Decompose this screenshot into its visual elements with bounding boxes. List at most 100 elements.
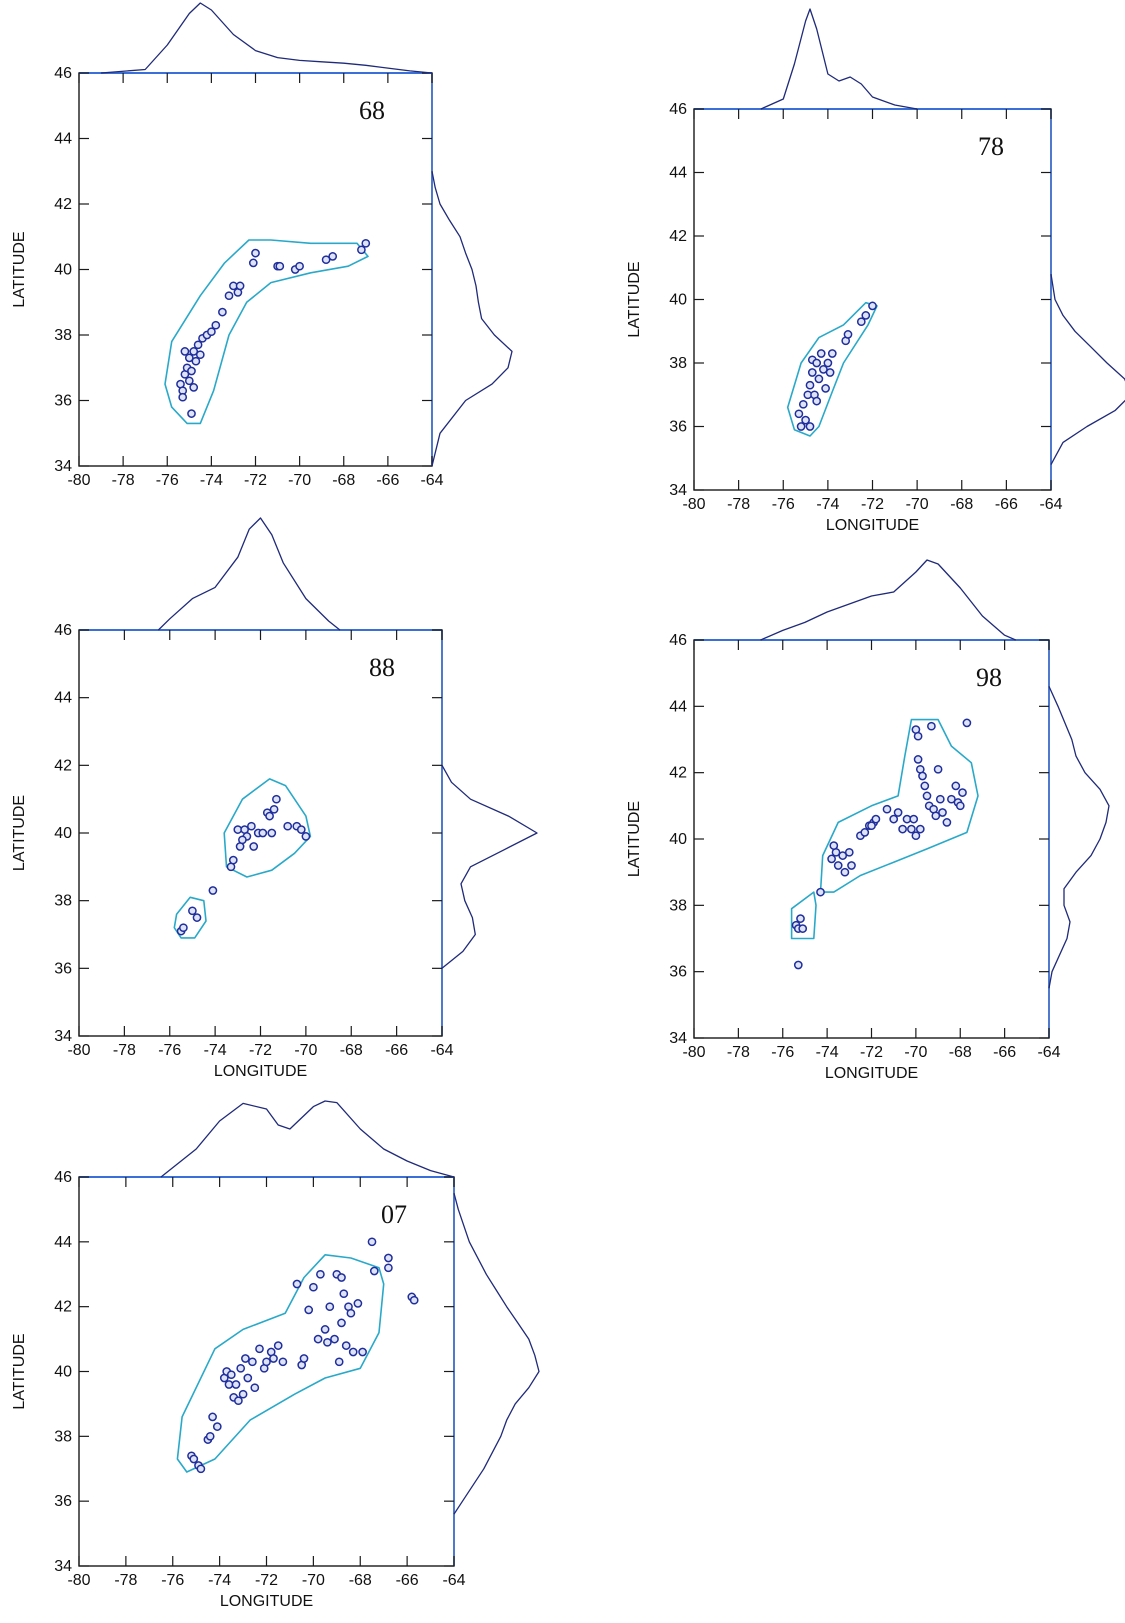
data-point xyxy=(258,828,268,838)
y-tick-label: 36 xyxy=(54,1493,72,1510)
data-point xyxy=(823,358,833,368)
marginal-density-latitude xyxy=(431,171,513,467)
data-point xyxy=(248,1357,257,1367)
data-point xyxy=(861,311,871,320)
data-point xyxy=(933,764,943,774)
plot-frame xyxy=(78,72,433,467)
data-point xyxy=(330,1334,339,1344)
panel-label: 07 xyxy=(381,1200,407,1229)
data-point xyxy=(958,788,967,797)
x-tick-label: -68 xyxy=(349,1572,372,1589)
y-tick-label: 44 xyxy=(669,698,687,715)
y-tick-label: 44 xyxy=(54,690,72,707)
y-tick-label: 42 xyxy=(54,1299,72,1316)
x-axis-title: LONGITUDE xyxy=(220,1593,313,1610)
x-tick-label: -74 xyxy=(816,1044,839,1061)
x-tick-label: -78 xyxy=(727,496,750,513)
data-point xyxy=(898,824,907,834)
x-tick-label: -66 xyxy=(385,1042,408,1059)
y-tick-label: 46 xyxy=(669,632,687,649)
data-point xyxy=(913,731,923,741)
data-point xyxy=(827,349,837,358)
data-point xyxy=(189,347,199,356)
data-point xyxy=(234,1396,243,1406)
data-point xyxy=(409,1295,419,1305)
y-tick-label: 40 xyxy=(54,1364,72,1381)
data-point xyxy=(191,356,201,366)
data-point xyxy=(224,1380,234,1389)
data-point xyxy=(218,307,227,317)
data-point xyxy=(807,368,817,377)
data-point xyxy=(816,887,825,897)
x-axis-title: LONGITUDE xyxy=(826,517,919,534)
data-point xyxy=(871,814,881,824)
x-tick-label: -74 xyxy=(208,1572,231,1589)
panel-label: 68 xyxy=(359,96,385,125)
data-point xyxy=(927,721,936,731)
data-point xyxy=(193,340,203,350)
data-point xyxy=(907,824,916,834)
chart-panel-07: -80 -78 -76 -74 -72 -70 -68 -66 -64 34 36 38 40 42 44 4… xyxy=(11,1100,540,1610)
x-tick-label: -72 xyxy=(244,472,267,489)
y-tick-label: 38 xyxy=(54,1428,72,1445)
x-tick-label: -68 xyxy=(950,496,973,513)
data-point xyxy=(357,245,366,255)
data-point xyxy=(805,380,815,390)
data-point xyxy=(296,825,306,834)
data-point xyxy=(269,1354,278,1363)
data-point xyxy=(334,1357,344,1367)
y-axis-title: LATITUDE xyxy=(11,1333,28,1409)
data-point xyxy=(262,1357,271,1367)
data-point xyxy=(798,924,808,933)
data-point xyxy=(178,392,188,402)
x-tick-label: -74 xyxy=(200,472,223,489)
data-point xyxy=(275,261,285,271)
data-point xyxy=(292,1279,302,1289)
density-contour xyxy=(173,896,207,939)
data-point xyxy=(353,1299,363,1308)
data-point xyxy=(915,824,925,834)
data-point xyxy=(794,409,804,419)
density-contour xyxy=(164,239,369,425)
panel-label: 78 xyxy=(978,132,1004,161)
data-point xyxy=(269,804,279,814)
data-point xyxy=(962,718,972,728)
data-point xyxy=(798,399,808,409)
data-point xyxy=(911,831,921,841)
y-tick-label: 42 xyxy=(669,765,687,782)
data-point xyxy=(243,1373,253,1383)
data-point xyxy=(825,368,835,377)
data-point xyxy=(235,281,245,291)
data-point xyxy=(321,255,331,265)
x-tick-label: -78 xyxy=(113,1042,136,1059)
x-tick-label: -76 xyxy=(156,472,179,489)
x-tick-label: -70 xyxy=(904,1044,927,1061)
y-tick-label: 36 xyxy=(54,960,72,977)
x-tick-label: -80 xyxy=(67,472,90,489)
data-point xyxy=(212,1422,222,1431)
data-point xyxy=(184,376,194,386)
y-tick-label: 34 xyxy=(669,482,687,499)
data-point xyxy=(942,818,952,827)
marginal-density-latitude xyxy=(1050,273,1125,465)
data-point xyxy=(922,791,932,801)
x-tick-label: -78 xyxy=(114,1572,137,1589)
density-contour xyxy=(176,1254,385,1473)
data-point xyxy=(812,396,822,406)
y-tick-label: 44 xyxy=(669,165,687,182)
data-point xyxy=(918,771,927,781)
data-point xyxy=(856,317,866,327)
data-point xyxy=(272,794,281,804)
x-tick-label: -76 xyxy=(772,496,795,513)
data-point xyxy=(196,1464,206,1474)
data-point xyxy=(847,861,856,870)
y-axis-title: LATITUDE xyxy=(626,801,643,877)
data-point xyxy=(207,327,216,337)
data-point xyxy=(931,811,941,821)
data-point xyxy=(829,841,839,850)
data-point xyxy=(348,1347,358,1357)
data-point xyxy=(812,358,822,368)
data-point xyxy=(844,847,854,857)
data-point xyxy=(195,350,205,360)
x-tick-label: -64 xyxy=(1039,496,1062,513)
